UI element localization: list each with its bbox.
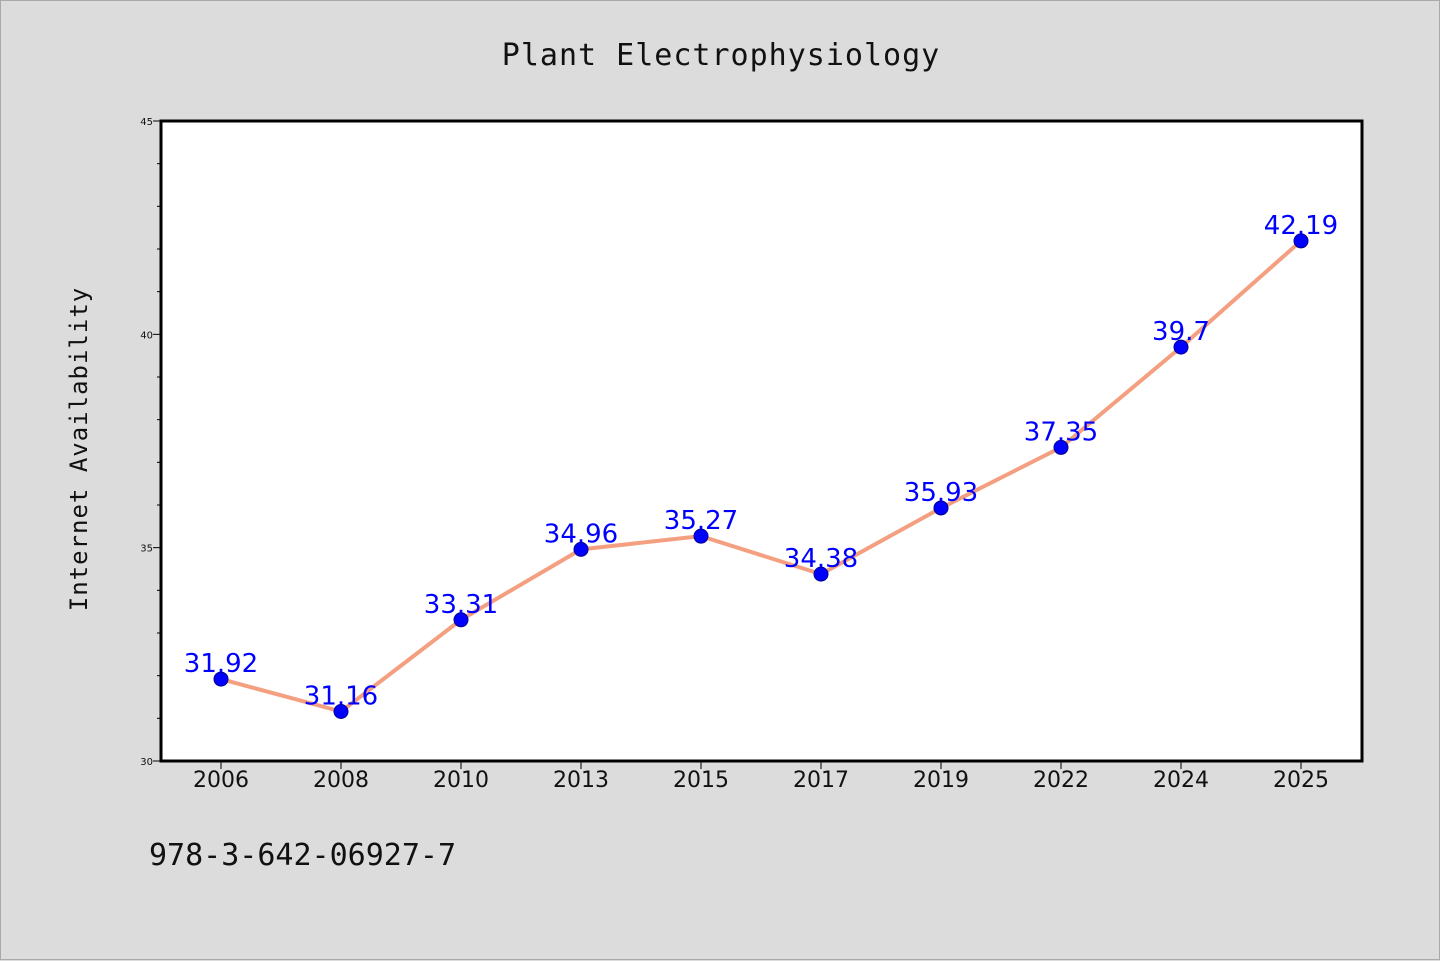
- y-axis-label: Internet Availability: [65, 287, 93, 611]
- isbn-text: 978-3-642-06927-7: [149, 838, 456, 873]
- data-point: [573, 541, 589, 557]
- data-label: 34.38: [784, 544, 858, 574]
- data-label: 39.7: [1152, 317, 1210, 347]
- y-tick-label: 30: [140, 757, 153, 768]
- data-label: 31.92: [184, 649, 258, 679]
- y-tick-label: 35: [140, 544, 153, 555]
- plot-area: [159, 119, 1364, 763]
- data-labels: 31.92 31.16 33.31 34.96 35.27 34.38 35.93 37.35…: [184, 211, 1338, 712]
- data-point: [333, 704, 349, 720]
- x-tick-label: 2013: [553, 768, 609, 793]
- data-point: [693, 528, 709, 544]
- x-tick-label: 2010: [433, 768, 489, 793]
- x-tick-label: 2008: [313, 768, 369, 793]
- series-polyline: [219, 238, 1303, 714]
- data-label: 34.96: [544, 519, 618, 549]
- data-point: [1053, 439, 1069, 455]
- data-point: [933, 500, 949, 516]
- data-point: [213, 671, 229, 687]
- data-point: [453, 612, 469, 628]
- data-label: 35.27: [664, 506, 738, 536]
- x-tick-label: 2022: [1033, 768, 1089, 793]
- x-tick-label: 2024: [1153, 768, 1209, 793]
- data-label: 31.16: [304, 682, 378, 712]
- x-tick-label: 2019: [913, 768, 969, 793]
- series-line: [219, 238, 1303, 714]
- chart-title: Plant Electrophysiology: [502, 38, 940, 73]
- data-label: 37.35: [1024, 417, 1098, 447]
- x-tick-label: 2017: [793, 768, 849, 793]
- x-axis-ticks: 2006 2008 2010 2013 2015 2017 2019 2022 2024 2025: [193, 761, 1329, 793]
- data-label: 42.19: [1264, 211, 1338, 241]
- x-tick-label: 2006: [193, 768, 249, 793]
- y-tick-label: 45: [140, 117, 153, 128]
- data-point: [813, 566, 829, 582]
- data-markers: [213, 233, 1309, 720]
- data-point: [1293, 233, 1309, 249]
- data-label: 35.93: [904, 478, 978, 508]
- data-label: 33.31: [424, 590, 498, 620]
- data-point: [1173, 339, 1189, 355]
- x-tick-label: 2015: [673, 768, 729, 793]
- x-tick-label: 2025: [1273, 768, 1329, 793]
- y-axis-ticks: 30 35 40 45: [140, 117, 161, 768]
- y-tick-label: 40: [140, 330, 153, 341]
